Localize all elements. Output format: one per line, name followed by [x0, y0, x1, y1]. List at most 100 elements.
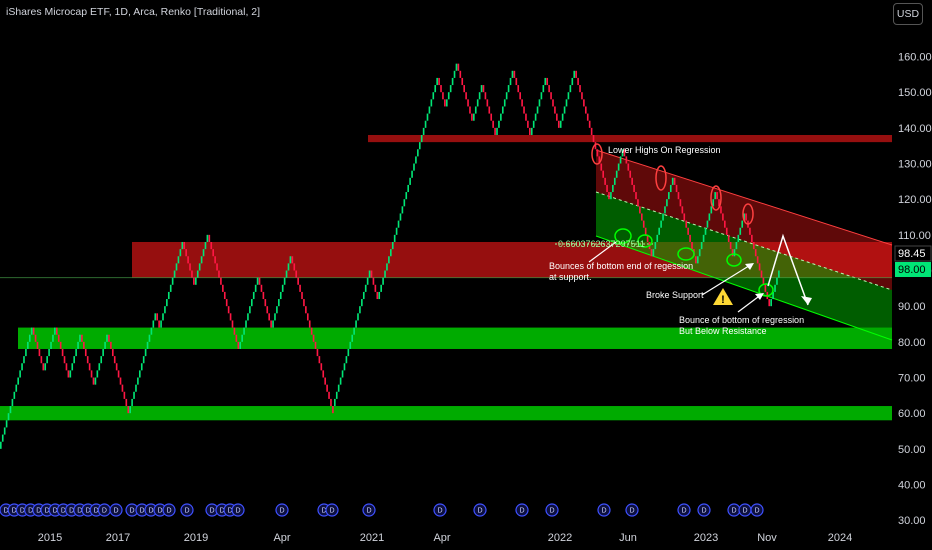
renko-brick-up	[337, 384, 340, 392]
renko-brick-up	[573, 70, 576, 78]
annotations: Lower Highs On Regression 0.660376263729…	[549, 145, 804, 336]
renko-brick-up	[432, 92, 435, 100]
renko-brick-up	[339, 377, 342, 385]
renko-brick-up	[353, 327, 355, 335]
renko-brick-up	[658, 227, 660, 235]
renko-brick-up	[351, 334, 354, 342]
broke-support-label: Broke Support	[646, 290, 704, 300]
dividend-icon: D	[231, 503, 245, 517]
renko-brick-up	[544, 77, 547, 86]
renko-brick-down	[119, 377, 122, 385]
dividend-icon: D	[473, 503, 487, 517]
bounce-arrowhead	[755, 293, 764, 300]
renko-brick-up	[393, 234, 396, 242]
renko-brick-down	[36, 341, 39, 349]
renko-brick-up	[359, 306, 361, 314]
renko-brick-up	[23, 356, 25, 364]
renko-brick-up	[239, 341, 242, 349]
dividend-icon: D	[515, 503, 529, 517]
svg-text:D: D	[69, 508, 74, 515]
renko-brick-up	[388, 256, 390, 264]
renko-brick-down	[556, 113, 558, 121]
renko-brick-down	[592, 134, 595, 143]
y-tick-label: 30.00	[898, 515, 926, 527]
renko-brick-up	[204, 241, 207, 250]
renko-brick-up	[283, 277, 286, 285]
renko-brick-down	[463, 85, 465, 93]
warning-icon: !	[713, 288, 733, 306]
renko-brick-down	[642, 220, 645, 228]
renko-brick-up	[536, 106, 539, 114]
renko-brick-up	[73, 356, 75, 364]
renko-brick-up	[148, 334, 151, 342]
renko-brick-up	[474, 106, 477, 114]
renko-brick-down	[86, 356, 89, 364]
renko-brick-down	[752, 241, 755, 250]
svg-text:D: D	[166, 508, 171, 515]
renko-brick-down	[633, 184, 635, 193]
renko-brick-down	[187, 256, 189, 264]
renko-brick-up	[368, 270, 371, 278]
renko-brick-down	[42, 363, 45, 371]
renko-brick-up	[135, 384, 137, 392]
renko-brick-down	[675, 184, 678, 193]
current-price-text: 98.00	[898, 264, 926, 276]
renko-brick-up	[395, 227, 398, 235]
renko-brick-down	[488, 106, 491, 114]
renko-brick-down	[67, 370, 70, 378]
renko-brick-down	[598, 156, 601, 164]
svg-text:D: D	[519, 508, 524, 515]
renko-brick-up	[198, 263, 201, 271]
renko-brick-up	[25, 348, 27, 357]
renko-brick-down	[722, 213, 724, 221]
renko-brick-up	[445, 99, 448, 107]
renko-brick-up	[397, 220, 400, 228]
renko-brick-down	[762, 277, 765, 285]
renko-brick-down	[637, 199, 639, 207]
renko-brick-up	[708, 213, 711, 221]
zone-resistance-top	[368, 134, 892, 143]
renko-brick-up	[50, 341, 52, 349]
renko-brick-up	[436, 77, 438, 86]
renko-brick-up	[77, 341, 79, 349]
fib-label: 0.6603762637297511	[558, 239, 645, 249]
bounces-arrow	[588, 241, 617, 263]
renko-brick-up	[563, 106, 566, 114]
x-axis[interactable]: 2015 2017 2019 Apr 2021 Apr 2022 Jun 2023 Nov 2024	[38, 532, 852, 544]
renko-brick-down	[677, 192, 680, 200]
renko-brick-up	[741, 220, 744, 228]
renko-brick-up	[417, 149, 419, 157]
renko-brick-up	[98, 363, 101, 371]
dividend-icon: D	[545, 503, 559, 517]
renko-brick-down	[718, 199, 720, 207]
renko-brick-up	[511, 70, 514, 78]
renko-brick-down	[158, 320, 160, 328]
renko-brick-down	[760, 270, 763, 278]
renko-brick-down	[57, 334, 60, 342]
renko-brick-down	[308, 320, 311, 328]
chart-title: iShares Microcap ETF, 1D, Arca, Renko [T…	[6, 6, 261, 18]
renko-brick-up	[401, 206, 404, 214]
renko-brick-down	[529, 127, 531, 135]
currency-button[interactable]: USD	[893, 3, 923, 25]
y-tick-label: 60.00	[898, 408, 926, 420]
renko-brick-up	[30, 327, 33, 335]
renko-brick-down	[125, 398, 128, 407]
renko-brick-up	[712, 199, 715, 207]
renko-brick-up	[46, 356, 48, 364]
renko-brick-up	[54, 327, 56, 335]
x-tick-label: 2017	[106, 532, 130, 544]
y-axis[interactable]: 30.0040.0050.0060.0070.0080.0090.00100.0…	[898, 52, 932, 528]
renko-brick-up	[202, 249, 205, 257]
y-tick-label: 130.00	[898, 159, 932, 171]
renko-brick-up	[430, 99, 433, 107]
renko-brick-down	[513, 70, 516, 78]
x-tick-label: 2023	[694, 532, 718, 544]
renko-brick-up	[380, 284, 382, 292]
renko-brick-up	[656, 234, 659, 242]
svg-text:D: D	[113, 508, 118, 515]
renko-brick-up	[776, 277, 778, 285]
renko-brick-down	[113, 356, 116, 364]
renko-brick-up	[498, 120, 500, 128]
